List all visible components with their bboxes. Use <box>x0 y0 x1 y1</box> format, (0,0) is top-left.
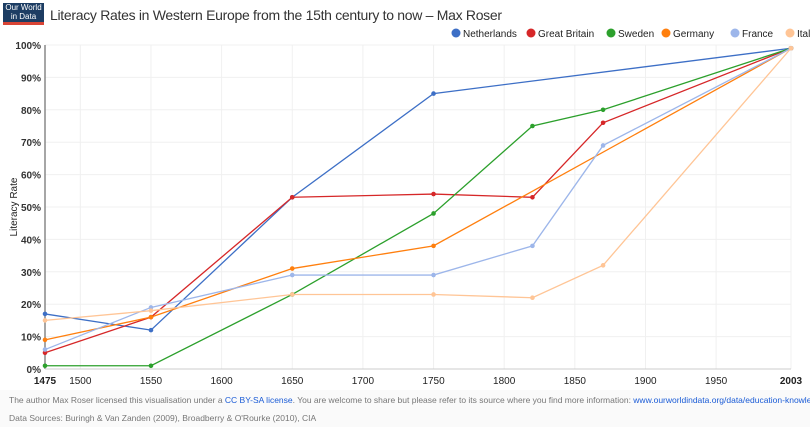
data-point[interactable] <box>289 194 295 200</box>
x-tick-label: 1900 <box>634 376 657 387</box>
legend-marker[interactable] <box>451 28 461 38</box>
legend-item[interactable]: Great Britain <box>538 29 594 40</box>
y-tick-label: 40% <box>21 235 41 246</box>
data-point[interactable] <box>431 91 436 96</box>
data-point[interactable] <box>431 272 436 278</box>
data-point[interactable] <box>148 363 154 369</box>
data-point[interactable] <box>600 263 606 268</box>
data-point[interactable] <box>431 191 436 197</box>
data-point[interactable] <box>289 272 295 278</box>
y-tick-label: 80% <box>21 106 41 117</box>
y-tick-label: 90% <box>21 73 41 84</box>
x-tick-label: 1550 <box>140 376 163 387</box>
legend-item[interactable]: Italy <box>797 29 810 40</box>
x-tick-label: 1800 <box>493 376 516 387</box>
license-link[interactable]: CC BY-SA license <box>224 395 293 405</box>
legend-item[interactable]: Germany <box>673 29 714 40</box>
legend-marker[interactable] <box>785 28 795 38</box>
line-chart: 0% 10% 20% 30% 40% 50% 60% 70% 80% 90% 100% 1475 150… <box>9 28 810 387</box>
data-point[interactable] <box>148 314 154 320</box>
y-tick-label: 10% <box>21 333 41 344</box>
x-tick-label: 1850 <box>564 376 587 387</box>
x-tick-label: 1500 <box>69 376 92 387</box>
y-tick-label: 60% <box>21 171 41 182</box>
legend-item[interactable]: France <box>742 29 774 40</box>
x-tick-label: 1750 <box>422 376 445 387</box>
data-point[interactable] <box>431 292 436 297</box>
logo-text: Our World in Data <box>5 3 42 21</box>
y-tick-label: 0% <box>27 365 42 376</box>
x-tick-label: 1950 <box>705 376 728 387</box>
y-tick-label: 70% <box>21 138 41 149</box>
x-tick-label: 1650 <box>281 376 304 387</box>
data-point[interactable] <box>148 327 154 333</box>
data-point[interactable] <box>42 318 48 323</box>
data-point[interactable] <box>289 292 295 297</box>
y-tick-label: 50% <box>21 203 41 214</box>
x-tick-label: 1475 <box>34 376 57 387</box>
series-line-italy[interactable] <box>44 47 792 322</box>
y-tick-label: 30% <box>21 268 41 279</box>
data-sources: Data Sources: Buringh & Van Zanden (2009… <box>9 413 317 423</box>
data-point[interactable] <box>600 120 606 126</box>
owid-logo[interactable]: Our World in Data <box>3 3 44 25</box>
data-point[interactable] <box>431 211 436 216</box>
data-point[interactable] <box>530 123 535 129</box>
series-line-great-britain[interactable] <box>44 47 792 354</box>
data-point[interactable] <box>42 347 48 352</box>
legend-marker[interactable] <box>606 28 616 38</box>
legend-marker[interactable] <box>730 28 740 38</box>
x-tick-label: 1700 <box>352 376 375 387</box>
data-point[interactable] <box>148 308 154 313</box>
license-prefix: The author Max Roser licensed this visua… <box>9 395 225 405</box>
license-text: The author Max Roser licensed this visua… <box>9 395 810 405</box>
data-point[interactable] <box>42 311 48 317</box>
data-point[interactable] <box>42 350 48 356</box>
legend-marker[interactable] <box>526 28 536 38</box>
x-tick-label: 2003 <box>780 376 803 387</box>
data-point[interactable] <box>788 45 794 51</box>
data-point[interactable] <box>431 243 436 249</box>
y-tick-label: 20% <box>21 300 41 311</box>
data-point[interactable] <box>530 243 535 249</box>
data-point[interactable] <box>600 143 606 148</box>
data-point[interactable] <box>148 305 154 310</box>
data-point[interactable] <box>600 107 606 113</box>
data-point[interactable] <box>530 194 535 200</box>
license-suffix: . You are welcome to share but please re… <box>292 395 634 405</box>
data-point[interactable] <box>530 295 535 301</box>
data-point[interactable] <box>42 337 48 343</box>
x-tick-label: 1600 <box>210 376 233 387</box>
footer: The author Max Roser licensed this visua… <box>0 390 810 427</box>
data-point[interactable] <box>289 266 295 271</box>
y-axis-label: Literacy Rate <box>9 177 20 236</box>
y-tick-label: 100% <box>15 41 41 52</box>
legend-item[interactable]: Sweden <box>618 29 654 40</box>
series-line-netherlands[interactable] <box>44 47 792 331</box>
legend-marker[interactable] <box>661 28 671 38</box>
chart-title: Literacy Rates in Western Europe from th… <box>50 7 502 23</box>
data-point[interactable] <box>42 363 48 369</box>
source-link[interactable]: www.ourworldindata.org/data/education-kn… <box>633 395 810 405</box>
legend-item[interactable]: Netherlands <box>463 29 517 40</box>
